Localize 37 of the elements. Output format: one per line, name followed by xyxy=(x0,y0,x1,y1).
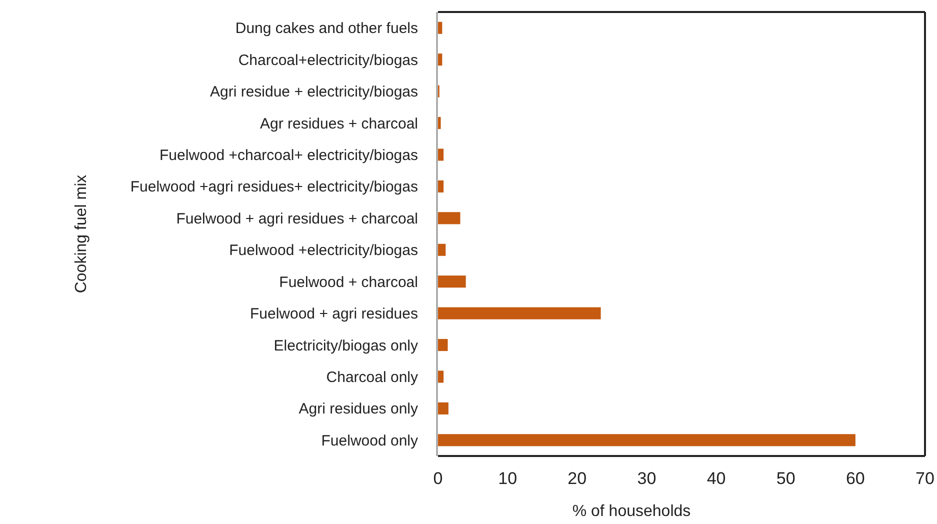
y-tick-label: Fuelwood only xyxy=(321,432,418,450)
y-tick-label: Fuelwood + charcoal xyxy=(279,274,418,291)
bar xyxy=(438,22,442,34)
x-tick-label: 0 xyxy=(433,469,443,488)
bar xyxy=(438,54,442,66)
y-tick-label: Fuelwood + agri residues + charcoal xyxy=(176,210,418,228)
x-tick-label: 40 xyxy=(706,469,726,488)
y-tick-label: Dung cakes and other fuels xyxy=(235,20,418,38)
bar xyxy=(438,370,444,383)
bar xyxy=(438,402,448,414)
y-tick-label: Fuelwood +charcoal+ electricity/biogas xyxy=(160,146,418,164)
y-axis-title: Cooking fuel mix xyxy=(72,174,90,294)
bar xyxy=(438,148,444,161)
x-axis-title: % of households xyxy=(572,503,691,520)
bar xyxy=(438,434,856,446)
bar xyxy=(438,307,601,320)
x-tick-label: 10 xyxy=(498,469,518,488)
x-tick-label: 60 xyxy=(846,469,865,488)
x-tick-label: 30 xyxy=(637,469,656,488)
y-tick-label: Charcoal only xyxy=(326,368,418,386)
x-tick-label: 50 xyxy=(776,469,796,488)
bar xyxy=(438,338,448,352)
y-tick-label: Fuelwood +agri residues+ electricity/biogas xyxy=(130,178,418,196)
y-tick-label: Fuelwood +electricity/biogas xyxy=(229,242,418,260)
y-tick-label: Agri residue + electricity/biogas xyxy=(210,84,418,101)
y-tick-label: Charcoal+electricity/biogas xyxy=(238,52,418,69)
x-tick-label: 70 xyxy=(916,469,934,488)
y-tick-label: Agri residues only xyxy=(298,400,418,418)
bar xyxy=(438,212,460,224)
x-tick-label: 20 xyxy=(568,469,587,488)
y-tick-label: Agr residues + charcoal xyxy=(260,115,418,132)
bar xyxy=(438,180,444,192)
bar xyxy=(438,116,441,130)
bar xyxy=(438,276,466,288)
bar xyxy=(438,244,446,256)
y-tick-label: Electricity/biogas only xyxy=(274,337,418,354)
y-tick-label: Fuelwood + agri residues xyxy=(250,306,418,323)
